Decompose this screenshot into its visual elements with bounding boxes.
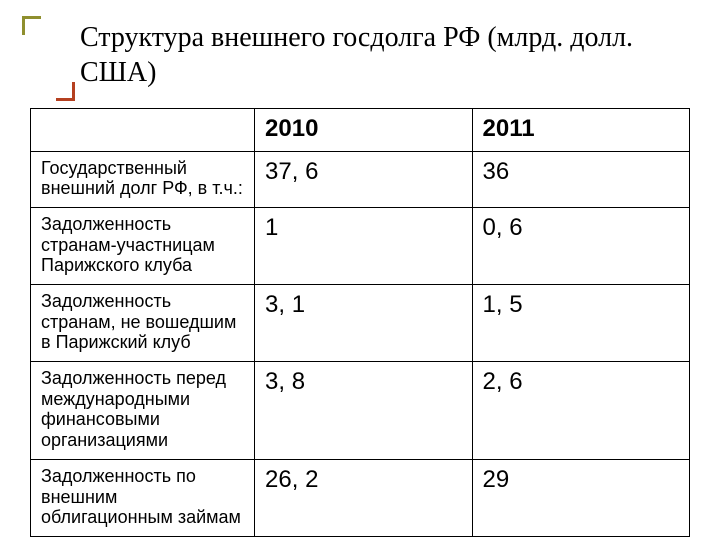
row-label: Задолженность странам, не вошедшим в Пар… [31,285,255,362]
corner-ornament-top-left [22,16,41,35]
header-2010: 2010 [255,109,472,152]
row-value-2010: 37, 6 [255,151,472,207]
corner-ornament-bottom-right [56,82,75,101]
slide-title: Структура внешнего госдолга РФ (млрд. до… [80,20,680,90]
table-row: Задолженность странам, не вошедшим в Пар… [31,285,690,362]
row-value-2010: 1 [255,207,472,284]
row-value-2010: 26, 2 [255,459,472,536]
row-value-2010: 3, 8 [255,362,472,460]
table-row: Государственный внешний долг РФ, в т.ч.:… [31,151,690,207]
slide: Структура внешнего госдолга РФ (млрд. до… [0,0,720,540]
row-label: Государственный внешний долг РФ, в т.ч.: [31,151,255,207]
row-label: Задолженность по внешним облигационным з… [31,459,255,536]
row-value-2011: 36 [472,151,689,207]
table-row: Задолженность по внешним облигационным з… [31,459,690,536]
header-empty [31,109,255,152]
row-label: Задолженность перед международными финан… [31,362,255,460]
debt-table-container: 2010 2011 Государственный внешний долг Р… [30,108,690,537]
table-header-row: 2010 2011 [31,109,690,152]
table-row: Задолженность странам-участницам Парижск… [31,207,690,284]
row-value-2011: 29 [472,459,689,536]
row-value-2011: 0, 6 [472,207,689,284]
debt-table: 2010 2011 Государственный внешний долг Р… [30,108,690,537]
row-label: Задолженность странам-участницам Парижск… [31,207,255,284]
table-row: Задолженность перед международными финан… [31,362,690,460]
row-value-2011: 2, 6 [472,362,689,460]
row-value-2010: 3, 1 [255,285,472,362]
header-2011: 2011 [472,109,689,152]
row-value-2011: 1, 5 [472,285,689,362]
